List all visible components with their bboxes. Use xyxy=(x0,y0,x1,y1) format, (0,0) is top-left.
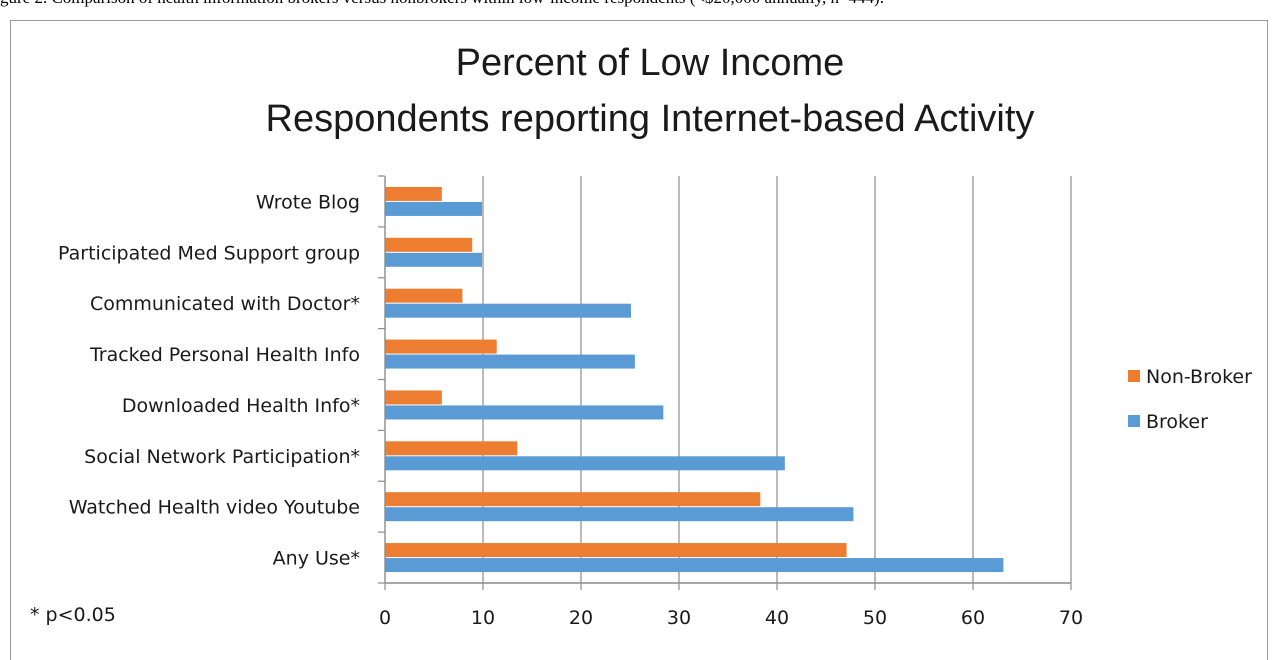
bar-non-broker-6 xyxy=(385,492,761,507)
category-label: Downloaded Health Info* xyxy=(122,395,360,417)
x-tick-label-20: 20 xyxy=(569,607,593,629)
significance-footnote: * p<0.05 xyxy=(30,604,116,626)
figure-caption: gure 2. Comparison of health information… xyxy=(0,0,1281,8)
category-label: Communicated with Doctor* xyxy=(90,293,360,315)
bar-chart: Percent of Low Income Respondents report… xyxy=(30,42,1252,629)
chart-title-line-2: Respondents reporting Internet-based Act… xyxy=(266,98,1035,140)
x-tick-label-40: 40 xyxy=(765,607,789,629)
bar-broker-1 xyxy=(385,252,483,267)
legend-swatch-broker xyxy=(1128,415,1140,427)
bar-non-broker-3 xyxy=(385,339,497,354)
bar-broker-0 xyxy=(385,201,483,216)
category-label: Social Network Participation* xyxy=(84,446,360,468)
category-label: Wrote Blog xyxy=(256,191,360,213)
x-tick-label-50: 50 xyxy=(863,607,887,629)
category-label: Watched Health video Youtube xyxy=(69,497,360,519)
bar-broker-6 xyxy=(385,507,854,522)
category-label: Participated Med Support group xyxy=(58,242,360,264)
x-tick-labels: 0 10 20 30 40 50 60 70 xyxy=(379,607,1083,629)
bar-non-broker-2 xyxy=(385,288,463,303)
category-label: Tracked Personal Health Info xyxy=(89,344,360,366)
bar-non-broker-4 xyxy=(385,390,442,405)
category-labels: Wrote Blog Participated Med Support group… xyxy=(58,191,360,569)
bars xyxy=(385,186,1004,573)
bar-non-broker-1 xyxy=(385,237,473,252)
bar-non-broker-0 xyxy=(385,186,442,201)
x-tick-label-30: 30 xyxy=(667,607,691,629)
x-tick-label-10: 10 xyxy=(471,607,495,629)
x-tick-label-60: 60 xyxy=(961,607,985,629)
chart-title-line-1: Percent of Low Income xyxy=(456,42,845,84)
bar-broker-2 xyxy=(385,303,631,318)
category-label: Any Use* xyxy=(273,548,360,570)
bar-non-broker-5 xyxy=(385,441,518,456)
bar-non-broker-7 xyxy=(385,543,847,558)
bar-broker-3 xyxy=(385,354,635,369)
bar-broker-5 xyxy=(385,456,785,471)
legend-swatch-non-broker xyxy=(1128,370,1140,382)
legend-label-non-broker: Non-Broker xyxy=(1146,366,1252,388)
bar-broker-7 xyxy=(385,558,1004,573)
bar-broker-4 xyxy=(385,405,664,420)
chart-title: Percent of Low Income Respondents report… xyxy=(266,42,1035,140)
legend: Non-Broker Broker xyxy=(1128,366,1252,433)
axes xyxy=(378,175,1072,590)
x-tick-label-70: 70 xyxy=(1059,607,1083,629)
gridlines xyxy=(482,176,1072,583)
x-tick-label-0: 0 xyxy=(379,607,391,629)
legend-label-broker: Broker xyxy=(1146,411,1208,433)
